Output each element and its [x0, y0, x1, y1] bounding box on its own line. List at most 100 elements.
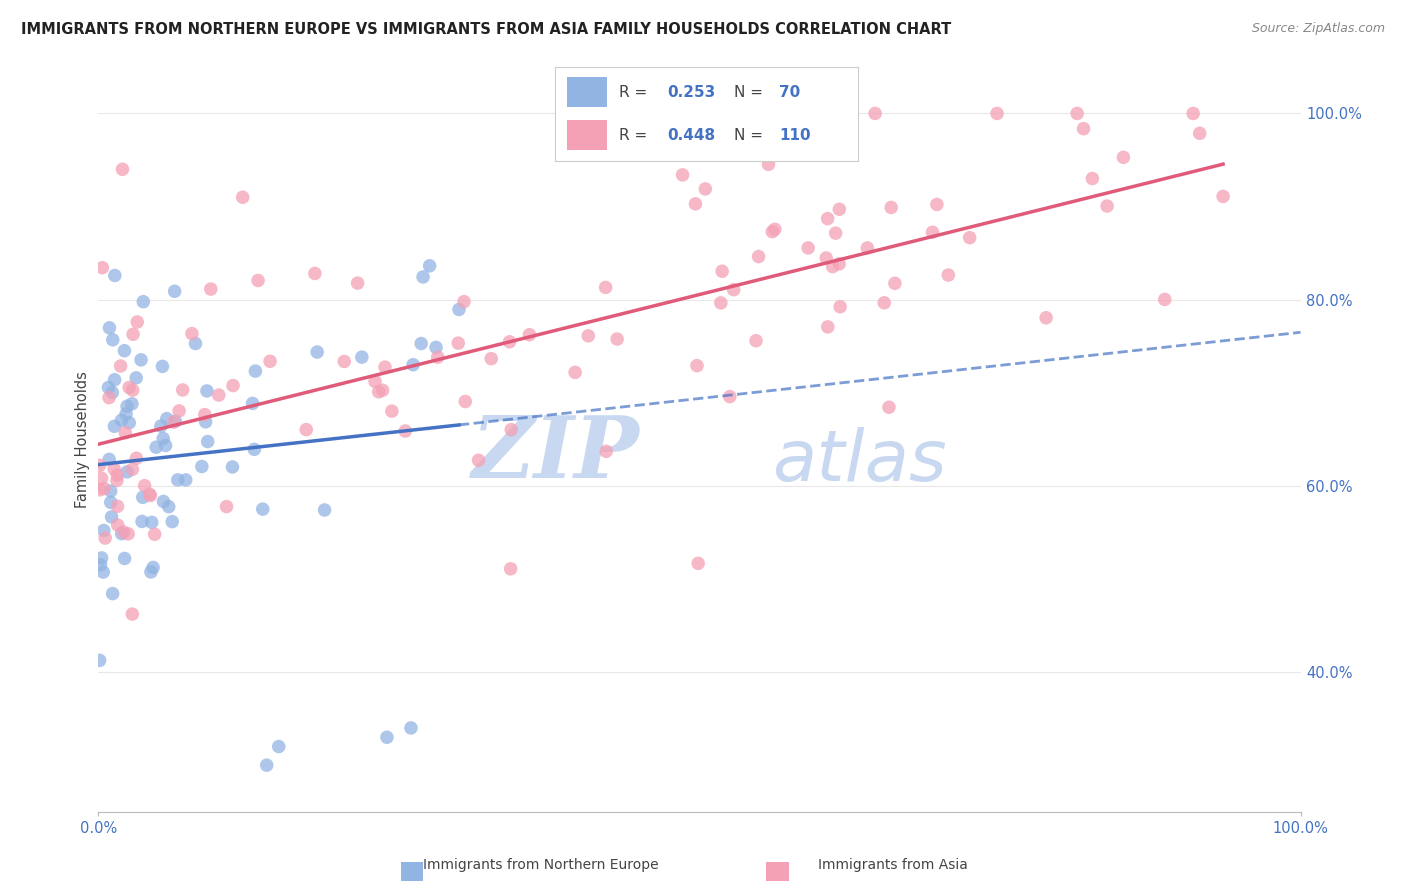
Point: [1035, 310, 1057, 325]
Point: [1112, 150, 1135, 164]
Point: [453, 294, 475, 309]
Point: [797, 241, 820, 255]
Text: Source: ZipAtlas.com: Source: ZipAtlas.com: [1251, 22, 1385, 36]
Point: [763, 222, 786, 236]
Point: [131, 515, 153, 529]
Point: [1066, 106, 1088, 120]
Point: [828, 257, 851, 271]
Point: [307, 345, 329, 359]
Point: [156, 411, 179, 425]
Point: [295, 423, 318, 437]
Point: [817, 211, 839, 226]
Point: [184, 336, 207, 351]
Point: [90, 558, 112, 572]
Point: [1188, 126, 1211, 140]
Y-axis label: Family Households: Family Households: [75, 371, 90, 508]
Point: [98, 452, 121, 467]
Point: [181, 326, 204, 341]
Point: [132, 491, 155, 505]
Point: [115, 407, 138, 421]
Point: [412, 269, 434, 284]
Point: [90, 471, 112, 485]
Point: [163, 285, 186, 299]
Point: [600, 127, 623, 141]
Point: [830, 300, 852, 314]
Point: [160, 515, 183, 529]
Point: [371, 384, 394, 398]
Text: atlas: atlas: [772, 427, 946, 496]
Point: [671, 168, 693, 182]
Point: [145, 440, 167, 454]
Point: [174, 473, 197, 487]
Point: [817, 319, 839, 334]
Point: [132, 294, 155, 309]
Point: [172, 383, 194, 397]
Point: [125, 371, 148, 385]
Point: [374, 360, 396, 375]
Point: [685, 197, 707, 211]
Point: [114, 425, 136, 440]
Point: [346, 276, 368, 290]
Point: [103, 419, 125, 434]
Point: [112, 524, 135, 539]
Point: [165, 414, 187, 428]
Text: N =: N =: [734, 128, 768, 143]
Point: [112, 343, 135, 358]
Point: [101, 586, 124, 600]
Point: [243, 442, 266, 457]
Point: [105, 468, 128, 483]
Point: [381, 404, 404, 418]
Point: [118, 380, 141, 394]
Point: [155, 438, 177, 452]
Point: [877, 401, 900, 415]
Point: [411, 336, 433, 351]
Point: [110, 359, 132, 373]
Point: [122, 327, 145, 342]
Point: [166, 473, 188, 487]
Point: [121, 462, 143, 476]
Point: [121, 383, 143, 397]
Point: [986, 106, 1008, 120]
Point: [252, 502, 274, 516]
Point: [419, 259, 441, 273]
Point: [121, 397, 143, 411]
Text: R =: R =: [619, 85, 652, 100]
Point: [195, 384, 218, 398]
Text: IMMIGRANTS FROM NORTHERN EUROPE VS IMMIGRANTS FROM ASIA FAMILY HOUSEHOLDS CORREL: IMMIGRANTS FROM NORTHERN EUROPE VS IMMIG…: [21, 22, 952, 37]
Point: [375, 730, 398, 744]
Point: [100, 483, 122, 498]
Point: [1095, 199, 1118, 213]
Point: [221, 460, 243, 475]
Point: [110, 526, 132, 541]
Point: [723, 283, 745, 297]
Text: 110: 110: [779, 128, 811, 143]
Point: [1153, 293, 1175, 307]
Point: [447, 336, 470, 351]
Point: [121, 607, 143, 621]
Point: [499, 562, 522, 576]
Point: [447, 302, 470, 317]
Point: [125, 451, 148, 466]
Point: [711, 264, 734, 278]
Point: [98, 391, 121, 405]
Point: [114, 551, 136, 566]
FancyBboxPatch shape: [568, 78, 607, 107]
Point: [425, 340, 447, 354]
Point: [91, 565, 114, 579]
Point: [454, 394, 477, 409]
Text: R =: R =: [619, 128, 652, 143]
Point: [259, 354, 281, 368]
Point: [115, 465, 138, 479]
Point: [606, 332, 628, 346]
Text: N =: N =: [734, 85, 768, 100]
Point: [564, 365, 586, 379]
Point: [152, 494, 174, 508]
Point: [921, 225, 943, 239]
Point: [143, 527, 166, 541]
Point: [1212, 189, 1234, 203]
Point: [856, 241, 879, 255]
Point: [91, 260, 114, 275]
Point: [110, 413, 132, 427]
Point: [107, 500, 129, 514]
Point: [105, 474, 128, 488]
